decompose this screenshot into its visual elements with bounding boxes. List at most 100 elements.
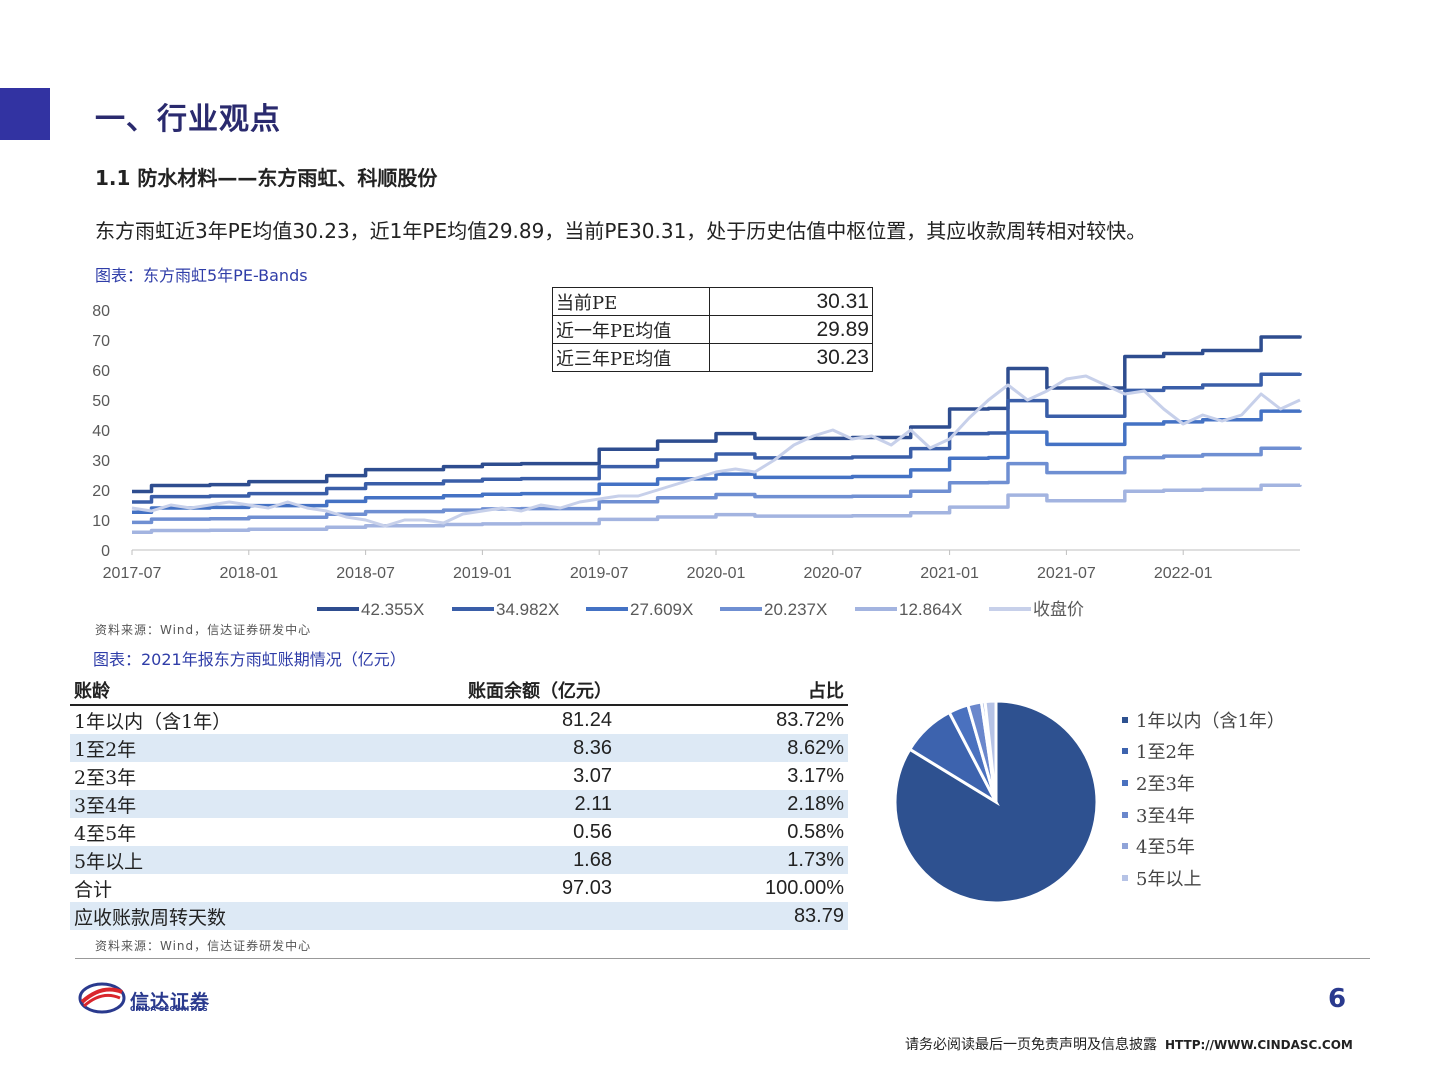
- pe-summary-label: 当前PE: [552, 287, 710, 316]
- aging-cell-balance: 97.03: [561, 876, 612, 899]
- aging-cell-balance: 1.68: [378, 846, 616, 874]
- pie-legend-label: 3至4年: [1136, 805, 1195, 827]
- aging-row: 1年以内（含1年） 81.24 83.72%: [70, 705, 848, 734]
- legend-label: 收盘价: [1033, 600, 1084, 619]
- aging-cell-balance: 81.24: [561, 708, 612, 731]
- pie-legend-label: 1年以内（含1年）: [1136, 710, 1285, 732]
- aging-cell-balance: 8.36: [378, 734, 616, 762]
- legend-square-icon: [1122, 811, 1128, 818]
- x-tick-label: 2022-01: [1154, 565, 1213, 582]
- aging-cell-age: 4至5年: [74, 822, 137, 845]
- page-number: 6: [1328, 984, 1347, 1014]
- aging-header-balance: 账面余额（亿元）: [378, 676, 616, 706]
- aging-row: 合计 97.03 100.00%: [70, 874, 848, 902]
- aging-cell-ratio: 2.18%: [616, 790, 848, 818]
- aging-row: 3至4年 2.11 2.18%: [70, 790, 848, 818]
- legend-square-icon: [1122, 716, 1128, 723]
- series-line-4: [132, 483, 1302, 535]
- series-line-1: [132, 372, 1302, 504]
- aging-cell-age: 1年以内（含1年）: [74, 710, 232, 733]
- aging-cell-balance: 3.07: [573, 764, 612, 787]
- aging-row: 2至3年 3.07 3.17%: [70, 762, 848, 790]
- x-tick-label: 2019-01: [453, 565, 512, 582]
- aging-cell-balance: 0.56: [573, 820, 612, 843]
- table2-source: 资料来源：Wind，信达证券研发中心: [95, 939, 312, 953]
- x-tick-label: 2021-01: [920, 565, 979, 582]
- pie-legend-item: 5年以上: [1122, 862, 1285, 894]
- pe-summary-value: 30.31: [709, 287, 873, 316]
- pe-summary-value: 29.89: [709, 315, 873, 344]
- y-tick-label: 70: [92, 333, 110, 350]
- pie-legend-item: 1至2年: [1122, 736, 1285, 768]
- aging-header-ratio: 占比: [616, 676, 848, 706]
- legend-label: 20.237X: [764, 600, 827, 619]
- legend-square-icon: [1122, 748, 1128, 755]
- y-tick-label: 20: [92, 483, 110, 500]
- footer-disclaimer: 请务必阅读最后一页免责声明及信息披露 HTTP://WWW.CINDASC.COM: [905, 1034, 1353, 1054]
- legend-square-icon: [1122, 779, 1128, 786]
- section-subtitle: 1.1 防水材料——东方雨虹、科顺股份: [95, 166, 438, 190]
- legend-label: 34.982X: [496, 600, 559, 619]
- series-line-3: [132, 446, 1302, 525]
- aging-cell-age: 合计: [74, 878, 113, 901]
- footer-logo-text: 信达证券: [130, 991, 211, 1013]
- section-description: 东方雨虹近3年PE均值30.23，近1年PE均值29.89，当前PE30.31，…: [95, 219, 1147, 243]
- pe-summary-row: 当前PE 30.31: [552, 287, 873, 316]
- pe-bands-chart: 0 10 20 30 40 50 60 70 80 2017-07 2018-01 2018-07 20…: [92, 303, 1302, 619]
- pie-legend-item: 3至4年: [1122, 799, 1285, 831]
- x-tick-label: 2018-07: [336, 565, 395, 582]
- pie-legend-label: 2至3年: [1136, 773, 1195, 795]
- title-accent-block: [0, 88, 50, 140]
- y-tick-label: 10: [92, 513, 110, 530]
- x-tick-label: 2021-07: [1037, 565, 1096, 582]
- aging-row: 5年以上 1.68 1.73%: [70, 846, 848, 874]
- aging-cell-ratio: 3.17%: [787, 764, 844, 787]
- y-tick-label: 50: [92, 393, 110, 410]
- x-tick-label: 2017-07: [103, 565, 162, 582]
- x-tick-label: 2020-01: [687, 565, 746, 582]
- aging-cell-ratio: 8.62%: [616, 734, 848, 762]
- footer-url[interactable]: HTTP://WWW.CINDASC.COM: [1165, 1038, 1353, 1052]
- aging-row: 1至2年 8.36 8.62%: [70, 734, 848, 762]
- pie-legend-label: 1至2年: [1136, 742, 1195, 764]
- aging-cell-ratio: 100.00%: [765, 876, 844, 899]
- pie-legend-item: 2至3年: [1122, 767, 1285, 799]
- aging-cell-ratio: 83.72%: [776, 708, 844, 731]
- pe-summary-table: 当前PE 30.31 近一年PE均值 29.89 近三年PE均值 30.23: [552, 287, 873, 372]
- y-tick-label: 80: [92, 303, 110, 320]
- aging-row: 4至5年 0.56 0.58%: [70, 818, 848, 846]
- pe-summary-label: 近一年PE均值: [552, 315, 710, 344]
- aging-table: 账龄 账面余额（亿元） 占比 1年以内（含1年） 81.24 83.72% 1至2年 8…: [70, 676, 848, 930]
- chart1-caption: 图表：东方雨虹5年PE-Bands: [95, 266, 308, 285]
- series-line-5: [131, 374, 1301, 528]
- footer-logo-subtext: CINDA SECURITIES: [130, 1005, 208, 1013]
- pie-legend-label: 5年以上: [1136, 868, 1202, 890]
- series-line-0: [132, 335, 1302, 494]
- series-line-2: [132, 409, 1302, 514]
- aging-cell-balance: [378, 902, 616, 930]
- aging-cell-ratio: 0.58%: [787, 820, 844, 843]
- legend-label: 12.864X: [899, 600, 962, 619]
- aging-cell-age: 应收账款周转天数: [70, 902, 378, 930]
- pie-legend: 1年以内（含1年） 1至2年 2至3年 3至4年 4至5年 5年以上: [1122, 704, 1285, 894]
- pie-slice: [983, 699, 998, 803]
- y-tick-label: 40: [92, 423, 110, 440]
- pie-legend-label: 4至5年: [1136, 837, 1195, 859]
- y-tick-label: 0: [101, 543, 110, 560]
- legend-label: 27.609X: [630, 600, 693, 619]
- y-tick-label: 60: [92, 363, 110, 380]
- disclaimer-text: 请务必阅读最后一页免责声明及信息披露: [905, 1037, 1157, 1053]
- aging-header-age: 账龄: [70, 676, 378, 706]
- chart1-source: 资料来源：Wind，信达证券研发中心: [95, 623, 312, 637]
- aging-cell-ratio: 83.79: [616, 902, 848, 930]
- x-tick-label: 2020-07: [803, 565, 862, 582]
- legend-square-icon: [1122, 843, 1128, 850]
- aging-pie-chart: [893, 699, 1099, 905]
- pie-legend-item: 1年以内（含1年）: [1122, 704, 1285, 736]
- pe-summary-row: 近一年PE均值 29.89: [552, 315, 873, 344]
- legend-label: 42.355X: [361, 600, 424, 619]
- table2-caption: 图表：2021年报东方雨虹账期情况（亿元）: [93, 650, 406, 669]
- x-tick-label: 2018-01: [219, 565, 278, 582]
- pe-summary-row: 近三年PE均值 30.23: [552, 343, 873, 372]
- legend-square-icon: [1122, 874, 1128, 881]
